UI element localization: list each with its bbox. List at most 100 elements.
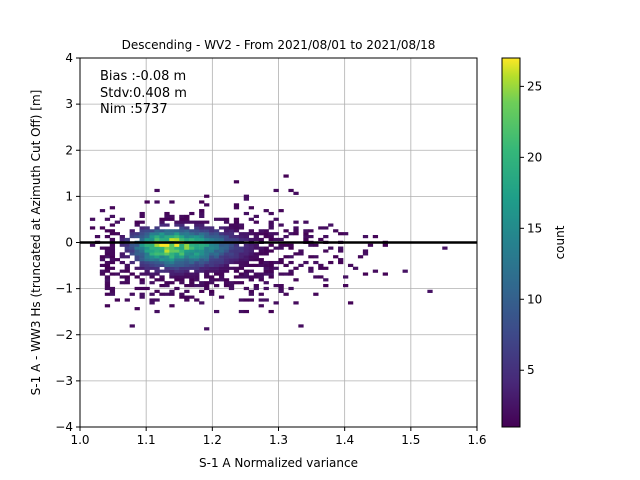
heatmap-cell (109, 249, 116, 253)
heatmap-cell (179, 246, 185, 250)
heatmap-cell (159, 260, 165, 265)
heatmap-cell (278, 223, 284, 227)
heatmap-cell (189, 272, 195, 276)
heatmap-cell (243, 255, 250, 259)
heatmap-cell (323, 278, 329, 282)
heatmap-cell (199, 226, 205, 230)
heatmap-cell (223, 255, 230, 259)
heatmap-cell (134, 255, 140, 259)
heatmap-cell (104, 275, 111, 279)
heatmap-cell (139, 226, 145, 230)
heatmap-cell (139, 272, 145, 276)
heatmap-cell (268, 243, 274, 247)
heatmap-cell (204, 249, 210, 253)
heatmap-cell (218, 258, 225, 262)
heatmap-cell (154, 188, 160, 193)
heatmap-cell (174, 232, 180, 236)
heatmap-cell (228, 246, 235, 250)
heatmap-cell (382, 243, 388, 247)
heatmap-cell (278, 243, 284, 247)
heatmap-cell (169, 272, 175, 276)
heatmap-cell (273, 237, 279, 242)
heatmap-cell (139, 232, 145, 236)
heatmap-cell (243, 298, 250, 302)
heatmap-cell (129, 229, 135, 233)
heatmap-cell (352, 266, 359, 270)
y-tick-label: 0 (65, 236, 73, 250)
heatmap-cell (194, 232, 200, 236)
heatmap-cell (223, 284, 230, 288)
heatmap-cell (139, 220, 145, 224)
heatmap-cell (144, 272, 150, 276)
heatmap-cell (213, 266, 220, 270)
heatmap-cell (139, 263, 145, 268)
heatmap-cell (109, 286, 116, 291)
heatmap-cell (223, 235, 230, 239)
heatmap-cell (184, 226, 190, 230)
heatmap-cell (209, 266, 215, 270)
heatmap-cell (343, 284, 349, 288)
heatmap-cell (318, 237, 324, 242)
heatmap-cell (283, 272, 289, 276)
heatmap-cell (154, 272, 160, 276)
heatmap-cell (104, 284, 111, 288)
heatmap-cell (139, 292, 145, 296)
heatmap-cell (328, 260, 334, 265)
heatmap-cell (238, 263, 245, 268)
heatmap-cell (169, 263, 175, 268)
heatmap-cell (233, 229, 240, 233)
heatmap-cell (109, 272, 116, 276)
heatmap-cell (189, 243, 195, 247)
heatmap-cell (248, 232, 254, 236)
heatmap-cell (179, 232, 185, 236)
heatmap-cell (139, 229, 145, 233)
heatmap-cell (233, 243, 240, 247)
heatmap-cell (333, 255, 339, 259)
heatmap-cell (233, 237, 240, 242)
heatmap-cell (149, 243, 155, 247)
heatmap-cell (223, 249, 230, 253)
heatmap-cell (213, 260, 220, 265)
heatmap-cell (179, 229, 185, 233)
heatmap-cell (139, 235, 145, 239)
heatmap-cell (298, 249, 304, 253)
heatmap-cell (233, 235, 240, 239)
heatmap-cell (258, 292, 264, 296)
heatmap-cell (268, 223, 274, 227)
colorbar-ticks: 5 10 15 20 25 (520, 79, 542, 377)
heatmap-cell (263, 260, 269, 265)
heatmap-cell (253, 246, 259, 250)
stats-stdv: Stdv:0.408 m (100, 86, 187, 101)
heatmap-cell (99, 263, 106, 268)
heatmap-cell (129, 235, 135, 239)
heatmap-cell (194, 255, 200, 259)
heatmap-cell (159, 220, 165, 224)
heatmap-cell (169, 281, 175, 285)
heatmap-cell (109, 246, 116, 250)
heatmap-cell (199, 214, 205, 219)
heatmap-cell (164, 281, 170, 285)
heatmap-cell (194, 249, 200, 253)
heatmap-cell (124, 275, 130, 279)
heatmap-cell (119, 217, 125, 221)
heatmap-cell (179, 278, 185, 282)
heatmap-cell (328, 223, 334, 227)
heatmap-cell (223, 243, 230, 247)
heatmap-cell (154, 260, 160, 265)
heatmap-cell (189, 252, 195, 256)
heatmap-cell (308, 266, 314, 270)
heatmap-cell (159, 232, 165, 236)
heatmap-cell (268, 269, 274, 273)
x-axis-label: S-1 A Normalized variance (199, 456, 358, 470)
heatmap-cell (179, 266, 185, 270)
heatmap-cell (199, 266, 205, 270)
heatmap-cell (109, 292, 116, 296)
chart-title: Descending - WV2 - From 2021/08/01 to 20… (122, 38, 436, 52)
heatmap-cell (149, 292, 155, 296)
heatmap-cell (99, 258, 106, 262)
heatmap-cell (104, 246, 111, 250)
heatmap-cell (179, 275, 185, 279)
heatmap-cell (298, 324, 304, 328)
heatmap-cell (174, 275, 180, 279)
heatmap-cell (199, 243, 205, 247)
